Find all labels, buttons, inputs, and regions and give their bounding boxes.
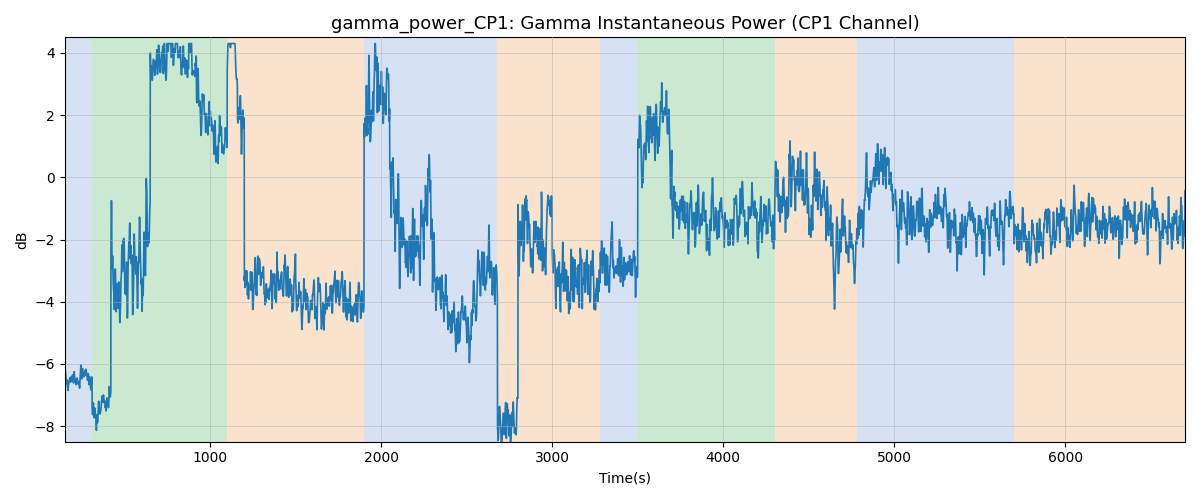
Bar xyxy=(364,38,498,442)
X-axis label: Time(s): Time(s) xyxy=(599,471,650,485)
Bar xyxy=(637,38,774,442)
Bar xyxy=(1014,38,1043,442)
Bar xyxy=(1043,38,1186,442)
Y-axis label: dB: dB xyxy=(16,230,29,249)
Bar xyxy=(857,38,1014,442)
Bar xyxy=(498,38,600,442)
Bar xyxy=(227,38,364,442)
Bar xyxy=(65,38,92,442)
Title: gamma_power_CP1: Gamma Instantaneous Power (CP1 Channel): gamma_power_CP1: Gamma Instantaneous Pow… xyxy=(330,15,919,34)
Bar xyxy=(774,38,857,442)
Bar xyxy=(92,38,227,442)
Bar xyxy=(600,38,637,442)
